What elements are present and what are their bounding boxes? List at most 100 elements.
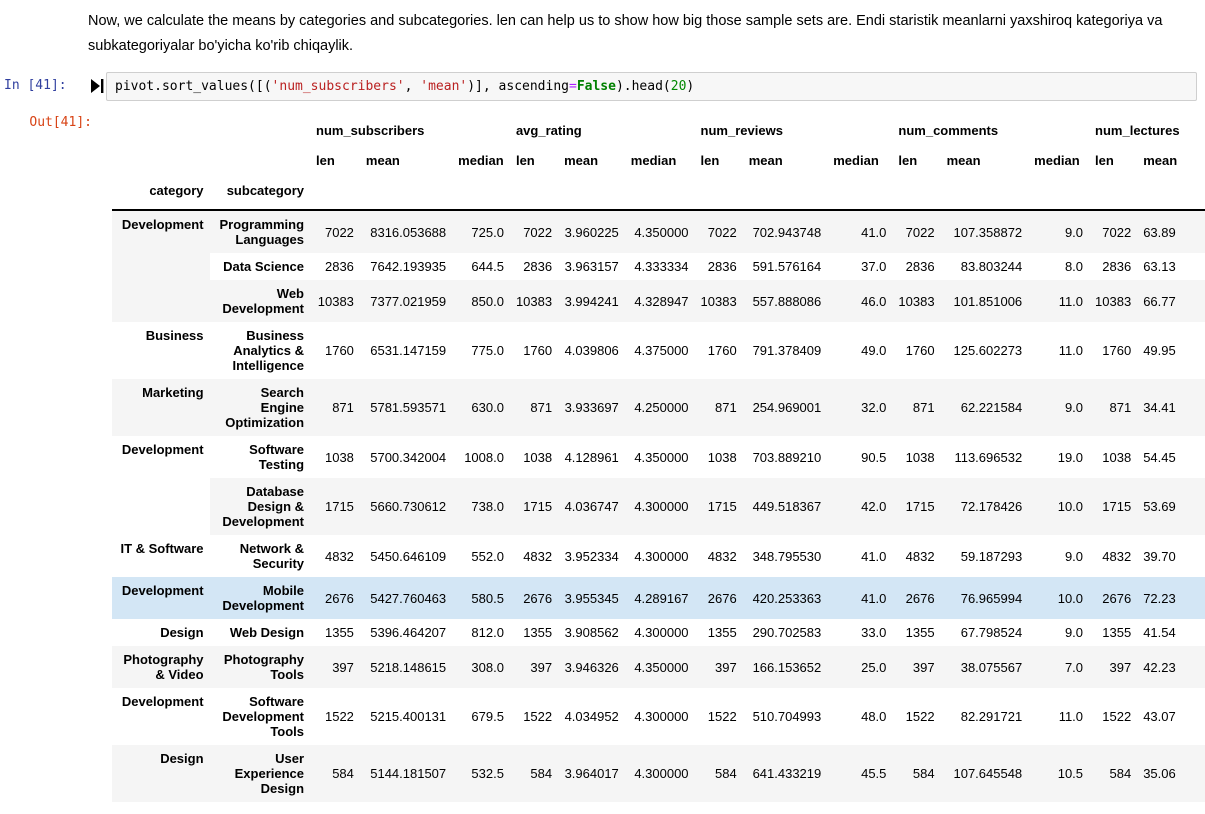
table-cell: 5660.730612	[370, 499, 447, 514]
column-stat-header: mean	[365, 153, 400, 168]
table-cell: 4.034952	[564, 709, 619, 724]
table-cell: 2676	[1102, 590, 1132, 606]
table-cell: 63.89	[1143, 224, 1176, 240]
column-group-header: avg_rating	[515, 123, 582, 138]
table-cell: 2836	[905, 259, 935, 274]
table-cell: 1355	[1102, 625, 1132, 640]
column-group-header: num_subscribers	[316, 123, 425, 138]
table-cell: 5700.342004	[370, 449, 447, 465]
table-cell: 4.036747	[564, 499, 619, 514]
code-input[interactable]: pivot.sort_values([('num_subscribers', '…	[106, 72, 1197, 101]
table-cell: 1715	[707, 499, 737, 514]
table-cell: 791.378409	[752, 343, 822, 358]
table-cell: 1008.0	[464, 449, 504, 465]
code-token-plain: )	[686, 79, 695, 94]
table-cell: 702.943748	[752, 224, 822, 240]
row-header-category: Development	[121, 442, 204, 457]
table-cell: 10383	[700, 293, 737, 309]
play-bar-icon	[90, 79, 103, 93]
table-cell: 4.350000	[634, 224, 689, 240]
table-cell: 397	[715, 659, 737, 675]
column-stat-header: len	[700, 153, 720, 168]
table-cell: 1038	[523, 449, 553, 465]
table-cell: 3.960225	[564, 224, 619, 240]
table-cell: 107.645548	[953, 766, 1023, 781]
blank-header	[558, 175, 625, 210]
table-cell: 3.994241	[564, 293, 619, 309]
markdown-cell: Now, we calculate the means by categorie…	[0, 0, 1205, 59]
table-cell: 4.300000	[634, 548, 689, 564]
table-cell: 11.0	[1058, 709, 1084, 724]
table-cell: 59.187293	[960, 548, 1023, 564]
table-cell: 67.798524	[960, 625, 1023, 640]
table-cell: 584	[715, 766, 737, 781]
table-row: Development Programming Languages 7022 8316…	[112, 210, 1205, 253]
table-cell: 3.946326	[564, 659, 619, 675]
blank-header	[941, 175, 1029, 210]
table-cell: 4832	[707, 548, 737, 564]
row-header-category: Marketing	[142, 385, 204, 400]
table-cell: 63.13	[1143, 259, 1176, 274]
table-cell: 5218.148615	[370, 659, 447, 675]
table-cell: 5781.593571	[370, 400, 447, 415]
column-group-header: num_comments	[898, 123, 999, 138]
run-cell-icon[interactable]	[88, 72, 106, 100]
code-token-plain: pivot.sort_values([(	[115, 79, 272, 94]
code-text[interactable]: pivot.sort_values([('num_subscribers', '…	[115, 79, 694, 94]
table-row: Development Software Development Tools 152…	[112, 688, 1205, 745]
code-token-string: 'num_subscribers'	[271, 79, 405, 94]
table-row: Data Science 2836 7642.193935 644.5 2836 3.96…	[112, 253, 1205, 280]
table-cell: 591.576164	[752, 259, 822, 274]
table-cell: 397	[912, 659, 935, 675]
table-cell: 90.5	[861, 449, 887, 465]
code-cell: In [41]: pivot.sort_values([('num_subscr…	[0, 72, 1205, 101]
code-token-number: 20	[670, 79, 687, 94]
table-cell: 871	[530, 400, 553, 415]
blank-header	[1089, 175, 1137, 210]
table-cell: 4832	[324, 548, 354, 564]
table-row: Design User Experience Design 584 5144.1815…	[112, 745, 1205, 802]
blank-header	[452, 175, 510, 210]
index-name-row: category subcategory	[112, 175, 1205, 210]
table-cell: 3.952334	[564, 548, 619, 564]
table-cell: 7377.021959	[370, 293, 447, 309]
table-cell: 2676	[707, 590, 737, 606]
table-cell: 4.350000	[634, 659, 689, 675]
table-cell: 449.518367	[752, 499, 822, 514]
table-cell: 7022	[905, 224, 935, 240]
table-cell: 2836	[1102, 259, 1132, 274]
table-cell: 254.969001	[752, 400, 822, 415]
table-cell: 630.0	[471, 400, 504, 415]
code-token-plain: ,	[404, 79, 421, 94]
table-cell: 7022	[707, 224, 737, 240]
table-cell: 1760	[707, 343, 737, 358]
table-cell: 41.0	[861, 548, 887, 564]
table-cell: 4.300000	[634, 625, 689, 640]
table-cell: 2836	[707, 259, 737, 274]
table-cell: 3.964017	[564, 766, 619, 781]
column-stat-header: len	[1095, 153, 1114, 168]
table-cell: 1760	[1102, 343, 1132, 358]
table-cell: 1760	[523, 343, 553, 358]
table-cell: 2676	[523, 590, 553, 606]
table-cell: 532.5	[471, 766, 504, 781]
index-name-header: subcategory	[226, 183, 305, 198]
header-group-row: num_subscribers avg_rating num_reviews num_…	[112, 115, 1205, 145]
table-cell: 45.5	[861, 766, 887, 781]
row-header-category: Development	[121, 694, 204, 709]
table-cell: 41.54	[1143, 625, 1176, 640]
table-cell: 46.0	[861, 293, 887, 309]
column-group-header: num_lectures	[1095, 123, 1180, 138]
table-cell: 7022	[1102, 224, 1132, 240]
table-cell: 4.289167	[634, 590, 689, 606]
column-stat-header: mean	[946, 153, 981, 168]
row-header-subcategory: Programming Languages	[219, 217, 305, 247]
table-cell: 5427.760463	[370, 590, 447, 606]
table-cell: 7642.193935	[370, 259, 447, 274]
table-cell: 584	[332, 766, 354, 781]
table-cell: 812.0	[471, 625, 504, 640]
table-row: IT & Software Network & Security 4832 5450.…	[112, 535, 1205, 577]
blank-header	[210, 145, 310, 175]
table-row: Database Design & Development 1715 5660.73…	[112, 478, 1205, 535]
blank-header	[1028, 175, 1089, 210]
